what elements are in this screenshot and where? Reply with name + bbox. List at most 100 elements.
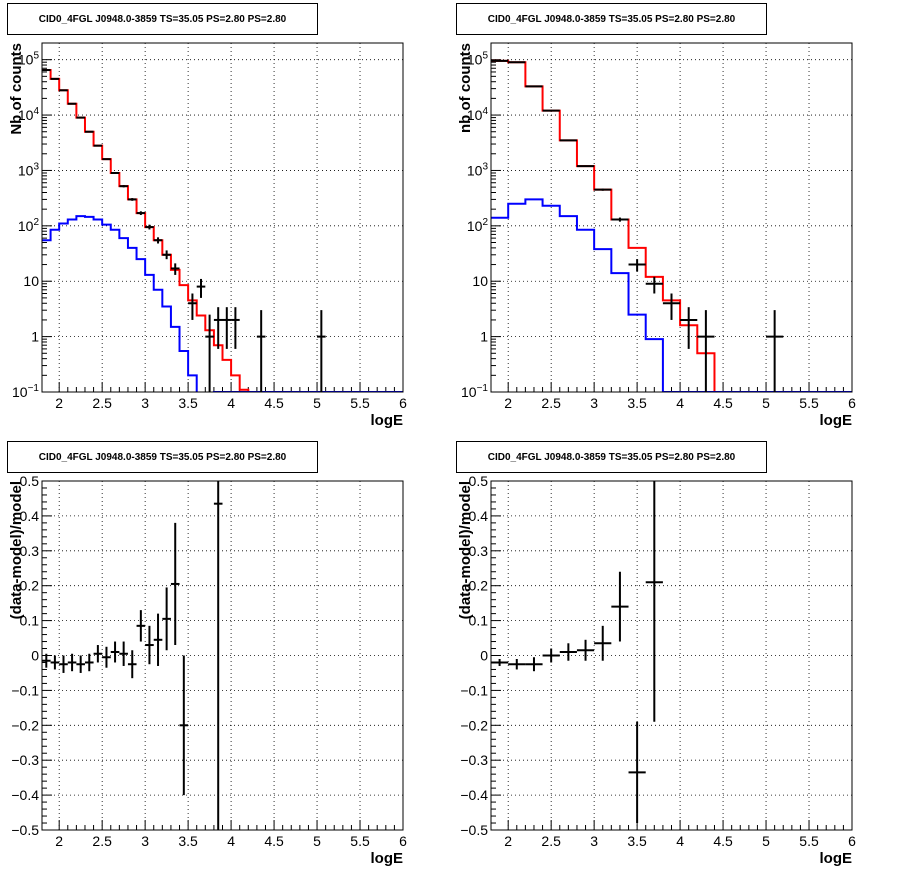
- data-point: [84, 653, 94, 672]
- data-point: [67, 653, 77, 672]
- x-tick-label: 6: [848, 833, 856, 849]
- data-point: [662, 293, 681, 320]
- x-tick-label: 4.5: [713, 395, 733, 411]
- data-point: [508, 658, 526, 670]
- data-point: [110, 641, 120, 663]
- y-tick-label: 0.1: [20, 613, 40, 629]
- pad-title: CID0_4FGL J0948.0-3859 TS=35.05 PS=2.80 …: [456, 3, 767, 35]
- data-point: [205, 314, 214, 392]
- y-tick-label: −0.1: [460, 682, 488, 698]
- y-tick-label: −0.4: [460, 787, 488, 803]
- y-tick-label: −0.3: [11, 752, 39, 768]
- data-point: [42, 653, 51, 668]
- x-tick-label: 5.5: [799, 833, 819, 849]
- data-point: [594, 188, 612, 191]
- plot-frame: [490, 480, 853, 831]
- data-point: [162, 587, 171, 651]
- grid: [42, 43, 404, 392]
- y-tick-label: 103: [18, 161, 40, 178]
- x-tick-label: 3: [141, 833, 149, 849]
- data-point: [559, 643, 577, 661]
- data-point: [576, 639, 595, 661]
- x-tick-label: 2: [504, 833, 512, 849]
- chart-residual-right: 2 2.5 3 3.5 4 4.5 5 5.5 6 −0.5 −0.4 −0.3 −0.2 −0.1 0 0.…: [457, 473, 856, 867]
- x-tick-label: 5: [313, 395, 321, 411]
- y-tick-label: −0.1: [11, 682, 39, 698]
- y-tick-label: 104: [467, 106, 489, 123]
- x-tick-label: 3.5: [627, 833, 647, 849]
- x-tick-label: 3.5: [178, 833, 198, 849]
- x-tick-label: 4: [676, 395, 684, 411]
- x-tick-label: 5: [762, 833, 770, 849]
- pad-residual-left: CID0_4FGL J0948.0-3859 TS=35.05 PS=2.80 …: [0, 438, 449, 875]
- x-tick-label: 4.5: [264, 833, 284, 849]
- x-axis-label: logE: [820, 412, 853, 429]
- data-point: [611, 571, 629, 642]
- data-point: [84, 130, 94, 133]
- y-tick-label: 10: [23, 273, 39, 289]
- data-point: [594, 625, 612, 661]
- x-tick-label: 3: [590, 395, 598, 411]
- data-point: [145, 625, 154, 665]
- x-axis-label: logE: [820, 850, 853, 867]
- data-point: [67, 102, 77, 105]
- data-point: [256, 310, 266, 392]
- x-tick-label: 3: [590, 833, 598, 849]
- data-point: [213, 481, 223, 830]
- data-point: [179, 655, 189, 796]
- y-tick-label: 1: [480, 329, 488, 345]
- x-tick-label: 5.5: [799, 395, 819, 411]
- x-tick-label: 2: [55, 833, 63, 849]
- grid: [42, 481, 404, 830]
- data-point: [231, 307, 240, 349]
- plot-frame: [41, 480, 404, 831]
- x-tick-label: 4: [227, 395, 235, 411]
- ticks: [42, 480, 404, 831]
- x-tick-label: 2.5: [541, 395, 561, 411]
- data-point: [680, 307, 698, 349]
- x-tick-label: 5: [762, 395, 770, 411]
- y-tick-label: −0.5: [11, 822, 39, 838]
- data-point: [119, 185, 128, 188]
- data-point: [645, 276, 663, 294]
- data-point: [766, 310, 784, 392]
- data-point: [59, 89, 68, 92]
- y-tick-label: 0.2: [469, 578, 489, 594]
- x-tick-label: 3: [141, 395, 149, 411]
- x-tick-label: 5: [313, 833, 321, 849]
- data-point: [525, 657, 543, 672]
- data-point: [93, 144, 103, 147]
- y-tick-label: 105: [467, 51, 489, 68]
- y-axis-label: (data-model)/model: [457, 481, 474, 619]
- data-point: [153, 613, 163, 666]
- y-axis-label: Nb of counts: [8, 43, 25, 135]
- data-point: [525, 85, 543, 88]
- x-tick-label: 3.5: [178, 395, 198, 411]
- data-point: [508, 61, 526, 64]
- y-tick-label: 0.3: [20, 543, 40, 559]
- data-point: [119, 641, 128, 666]
- data-point: [697, 310, 715, 392]
- model-total-line: [491, 59, 733, 392]
- y-tick-label: −0.4: [11, 787, 39, 803]
- y-tick-label: 0: [480, 648, 488, 664]
- y-tick-label: −0.2: [460, 717, 488, 733]
- chart-residual-left: 2 2.5 3 3.5 4 4.5 5 5.5 6 −0.5 −0.4 −0.3 −0.2 −0.1 0 0.…: [8, 473, 407, 867]
- data-point: [196, 278, 206, 298]
- pad-counts-right: CID0_4FGL J0948.0-3859 TS=35.05 PS=2.80 …: [449, 0, 898, 437]
- model-source-line: [42, 215, 403, 392]
- data-point: [628, 259, 646, 272]
- y-tick-label: 0.3: [469, 543, 489, 559]
- data-point: [576, 165, 595, 168]
- x-tick-label: 4: [227, 833, 235, 849]
- y-axis-label: (data-model)/model: [8, 481, 25, 619]
- plot-frame: [490, 42, 853, 393]
- pad-title: CID0_4FGL J0948.0-3859 TS=35.05 PS=2.80 …: [7, 441, 318, 473]
- y-tick-label: 0: [31, 648, 39, 664]
- y-tick-label: 102: [18, 217, 40, 234]
- data-point: [170, 263, 180, 275]
- x-tick-label: 2.5: [92, 833, 112, 849]
- data-point: [50, 655, 60, 670]
- y-tick-label: 105: [18, 51, 40, 68]
